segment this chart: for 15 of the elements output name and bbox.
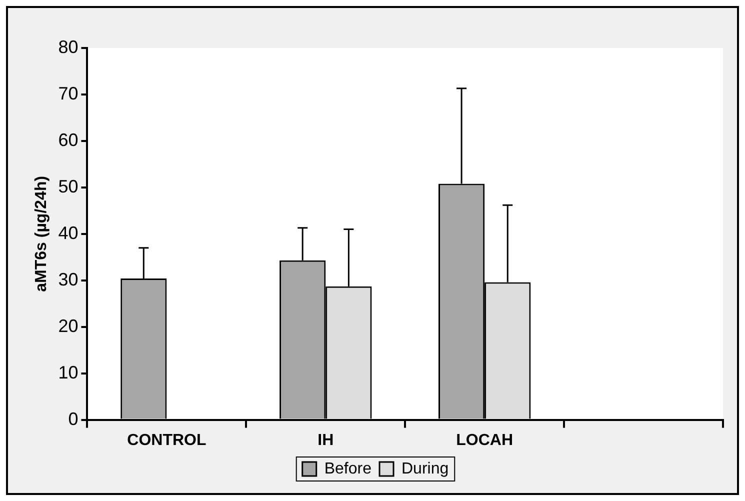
y-tick-label: 70 [58,83,78,104]
x-tick-label: CONTROL [127,432,206,449]
y-tick-label: 40 [58,222,78,243]
y-tick-label: 30 [58,269,78,290]
y-tick-label: 0 [68,408,78,429]
y-tick-label: 10 [58,362,78,382]
y-tick-label: 80 [58,36,78,57]
legend-label: During [402,460,449,478]
x-tick-label: LOCAH [456,432,514,449]
y-tick-label: 50 [58,176,78,196]
y-tick-label: 20 [58,316,78,336]
legend-label: Before [324,460,372,478]
y-axis-title: aMT6s (µg/24h) [33,176,50,292]
y-tick-label: 60 [58,130,78,150]
x-tick-label: IH [318,432,334,449]
